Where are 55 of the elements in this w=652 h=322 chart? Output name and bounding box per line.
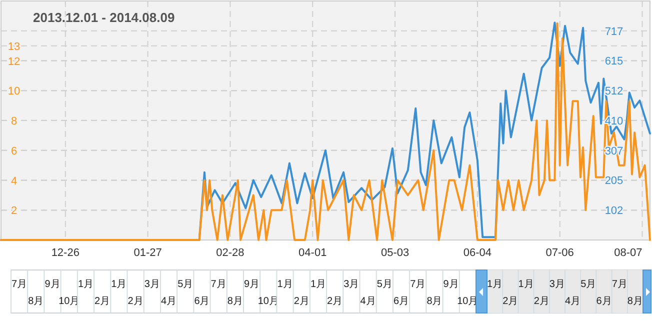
y-tick-label: 13: [8, 40, 20, 53]
text: 1月: [310, 279, 326, 290]
text: 2013.12.01 - 2014.08.09: [33, 10, 175, 25]
x-tick-label: 01-27: [134, 247, 162, 259]
text: 4月: [565, 296, 581, 307]
text: 5月: [376, 279, 392, 290]
y-tick-label: 10: [8, 86, 20, 98]
text: 7月: [210, 279, 226, 290]
text: 1月: [111, 279, 127, 290]
x-tick-label: 08-07: [614, 247, 642, 259]
text: 2月: [294, 296, 310, 307]
x-tick-label: 02-28: [216, 247, 244, 259]
y-tick-label: 4: [10, 175, 18, 188]
text: 7月: [612, 279, 628, 290]
text: 5月: [580, 279, 596, 290]
text: 3月: [344, 279, 360, 290]
x-tick-label: 05-03: [380, 247, 410, 259]
text: 2月: [534, 296, 550, 307]
text: 8月: [227, 296, 243, 307]
y-tick-label: 6: [10, 145, 18, 158]
text: 9月: [44, 279, 60, 290]
text: 1月: [78, 279, 94, 290]
y-tick-label: 8: [10, 116, 18, 128]
y-tick-label: 2: [10, 205, 18, 218]
y-tick-label: 12: [8, 56, 20, 68]
x-tick-label: 12-26: [51, 247, 80, 259]
text: 6月: [194, 296, 210, 307]
text: 7月: [12, 279, 28, 290]
text: 8月: [627, 296, 643, 307]
y2-tick-label: 615: [604, 56, 624, 68]
text: 4月: [360, 296, 376, 307]
text: 7月: [410, 279, 426, 290]
y2-tick-label: 102: [604, 205, 624, 218]
text: 2月: [327, 296, 343, 307]
text: 3月: [549, 279, 565, 290]
text: 6月: [596, 296, 612, 307]
text: 8月: [28, 296, 44, 307]
text: 3月: [144, 279, 160, 290]
text: 2月: [94, 296, 110, 307]
y2-tick-label: 717: [604, 26, 624, 38]
text: 1月: [277, 279, 293, 290]
text: 5月: [178, 279, 194, 290]
text: 8月: [426, 296, 442, 307]
text: 4月: [160, 296, 177, 307]
text: 1月: [487, 279, 503, 290]
text: 9月: [244, 279, 260, 290]
x-tick-label: 06-04: [463, 247, 492, 259]
text: 1月: [518, 279, 534, 290]
text: 9月: [443, 279, 459, 290]
y2-tick-label: 205: [604, 175, 624, 188]
text: 2月: [502, 296, 518, 307]
text: 6月: [393, 296, 410, 307]
text: 2月: [128, 296, 144, 307]
x-tick-label: 07-06: [546, 247, 574, 259]
x-tick-label: 04-01: [298, 247, 327, 259]
